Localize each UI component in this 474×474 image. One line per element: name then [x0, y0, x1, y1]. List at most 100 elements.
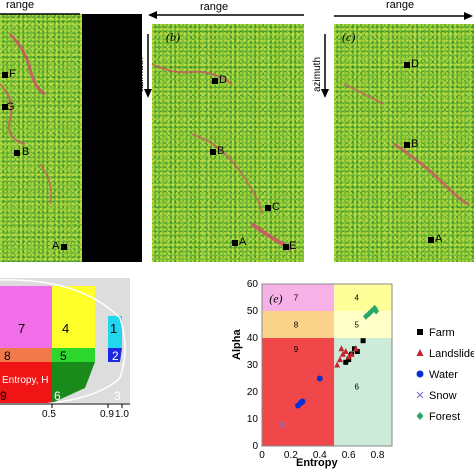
zone-label-5: 5	[354, 321, 359, 330]
h-alpha-tick-10: 1.0	[115, 409, 129, 420]
range-arrow-b	[148, 11, 304, 19]
marker-c-b	[265, 205, 271, 211]
range-label-c: range	[386, 0, 415, 11]
h-alpha-zone-3: 3	[114, 389, 121, 403]
zone-label-7: 7	[294, 294, 299, 303]
point-landslide-3	[342, 348, 349, 354]
x-tick-0.8: 0.8	[371, 450, 385, 461]
marker-label-a-b: A	[239, 236, 247, 248]
h-alpha-zone-2: 2	[112, 349, 119, 363]
marker-label-a-a: A	[52, 240, 60, 252]
point-water-3	[316, 375, 323, 382]
x-tick-0.4: 0.4	[313, 450, 327, 461]
marker-g-a	[2, 104, 8, 110]
h-alpha-tick-09: 0.9	[100, 409, 114, 420]
azimuth-arrow-c	[321, 34, 329, 98]
legend-label-landslide: Landslide	[429, 348, 474, 360]
landslide-streaks-a	[0, 32, 53, 205]
point-farm-4	[360, 338, 366, 344]
h-alpha-zone-1: 1	[110, 321, 118, 336]
range-label-b: range	[200, 1, 229, 13]
marker-d-b	[212, 78, 218, 84]
legend-marker-landslide	[416, 349, 424, 356]
zone-5	[334, 311, 392, 338]
point-forest-4	[373, 307, 380, 315]
sar-image-b	[152, 24, 304, 262]
marker-a-b	[232, 240, 238, 246]
point-landslide-7	[352, 345, 359, 352]
plot-frame	[261, 283, 393, 447]
y-tick-40: 40	[247, 333, 259, 344]
h-alpha-zone-8: 8	[4, 349, 11, 363]
point-water-2	[299, 398, 306, 405]
h-alpha-tick-05: 0.5	[42, 409, 56, 420]
point-forest-3	[371, 304, 378, 312]
x-tick-0: 0	[259, 450, 265, 461]
y-tick-20: 20	[247, 387, 259, 398]
marker-label-b-b: B	[217, 145, 225, 157]
marker-label-b-c: B	[411, 138, 419, 150]
panel-label-c: (c)	[342, 30, 356, 44]
y-tick-0: 0	[252, 441, 258, 452]
marker-label-d-c: D	[411, 58, 419, 70]
h-alpha-zone-7: 7	[18, 321, 26, 336]
legend-marker-farm	[417, 329, 423, 335]
marker-f-a	[2, 72, 8, 78]
x-tick-0.2: 0.2	[284, 450, 298, 461]
legend-label-forest: Forest	[429, 411, 460, 423]
legend-marker-water	[416, 370, 424, 378]
y-tick-60: 60	[247, 279, 259, 290]
marker-label-f-a: F	[9, 68, 16, 80]
zone-label-9: 9	[294, 345, 299, 354]
point-snow-0	[279, 421, 286, 428]
h-alpha-zone-6: 6	[54, 389, 61, 403]
marker-label-c-b: C	[272, 201, 280, 213]
landslide-streaks-c	[343, 83, 470, 206]
zone-label-8: 8	[294, 321, 299, 330]
zone-7	[262, 284, 335, 311]
h-alpha-zone-4: 4	[62, 321, 70, 336]
alpha-entropy-scatter: 7 4 8 5 9 6 (e) 0 10 20 30 40 50 60 0 0.2 0.4 0.6 0.8 Farm L…	[247, 279, 474, 461]
marker-label-g-a: G	[6, 101, 15, 113]
point-farm-3	[354, 349, 360, 354]
panel-label-e: (e)	[269, 292, 282, 306]
point-landslide-6	[348, 350, 355, 357]
point-forest-0	[363, 312, 369, 320]
point-farm-1	[346, 357, 352, 363]
range-label-a: range	[6, 0, 35, 11]
zone-label-4: 4	[354, 294, 359, 303]
x-tick-0.6: 0.6	[342, 450, 356, 461]
range-arrow-c	[334, 12, 473, 20]
h-alpha-xlabel: Entropy, H	[2, 375, 49, 386]
y-tick-50: 50	[247, 306, 259, 317]
sar-image-a	[0, 14, 82, 262]
scatter-ylabel: Alpha	[231, 329, 243, 360]
azimuth-arrow-b	[144, 34, 152, 98]
panel-label-b: (b)	[166, 30, 180, 44]
legend-label-snow: Snow	[429, 390, 457, 402]
point-landslide-1	[337, 356, 343, 363]
scatter-xlabel: Entropy	[296, 457, 338, 469]
point-farm-5	[343, 359, 349, 365]
marker-e-b	[283, 244, 289, 250]
legend-label-water: Water	[429, 369, 458, 381]
marker-label-b-a: B	[22, 146, 30, 158]
marker-label-e-b: E	[289, 240, 297, 252]
legend-marker-forest	[416, 412, 424, 420]
marker-label-d-b: D	[219, 74, 227, 86]
zone-label-6: 6	[354, 383, 359, 392]
marker-a-a	[61, 244, 67, 250]
marker-d-c	[404, 62, 410, 68]
marker-a-c	[428, 237, 434, 243]
h-alpha-zone-9: 9	[0, 389, 7, 403]
range-arrow-a	[0, 13, 80, 15]
point-landslide-0	[334, 361, 341, 368]
marker-b-c	[404, 142, 410, 148]
y-tick-30: 30	[247, 360, 259, 371]
h-alpha-plane	[0, 278, 130, 408]
black-mask-a	[82, 14, 142, 262]
point-landslide-2	[339, 350, 346, 357]
h-alpha-zone-5: 5	[60, 349, 67, 363]
point-landslide-4	[345, 353, 352, 360]
legend-label-farm: Farm	[429, 327, 455, 339]
